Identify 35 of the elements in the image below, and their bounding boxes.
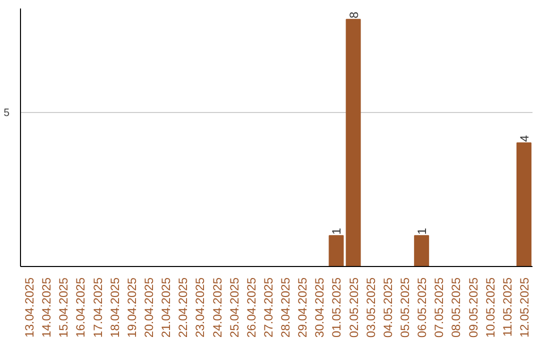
data-label: 8 [346, 11, 361, 18]
x-tick-label: 11.05.2025 [500, 277, 514, 337]
x-tick-label: 13.04.2025 [22, 277, 37, 338]
data-label: 4 [517, 134, 532, 142]
x-tick-label: 21.04.2025 [159, 277, 174, 338]
x-tick-label: 20.04.2025 [142, 277, 156, 338]
x-tick-label: 19.04.2025 [124, 277, 139, 338]
x-tick-label: 23.04.2025 [193, 277, 208, 338]
x-tick-label: 28.04.2025 [278, 277, 293, 338]
x-tick-label: 30.04.2025 [312, 277, 327, 338]
x-tick-label: 14.04.2025 [40, 277, 54, 338]
x-tick-label: 01.05.2025 [330, 277, 344, 338]
x-tick-label: 03.05.2025 [364, 277, 378, 338]
data-label: 1 [415, 228, 430, 235]
x-tick-label: 25.04.2025 [227, 277, 242, 338]
x-tick-label: 10.05.2025 [483, 277, 498, 338]
x-tick-label: 18.04.2025 [108, 277, 122, 338]
x-tick-label: 05.05.2025 [398, 277, 412, 338]
x-tick-label: 22.04.2025 [176, 277, 190, 338]
y-tick-label: 5 [4, 107, 10, 120]
data-label: 1 [330, 228, 344, 235]
x-tick-label: 29.04.2025 [296, 277, 310, 338]
x-tick-label: 26.04.2025 [244, 277, 258, 338]
x-tick-label: 09.05.2025 [466, 277, 480, 338]
x-tick-label: 16.04.2025 [74, 277, 88, 338]
x-tick-label: 04.05.2025 [380, 277, 395, 338]
x-tick-label: 06.05.2025 [415, 277, 430, 338]
x-tick-label: 07.05.2025 [432, 277, 446, 338]
x-tick-label: 08.05.2025 [449, 277, 464, 338]
x-tick-label: 27.04.2025 [261, 277, 276, 338]
x-tick-label: 12.05.2025 [517, 277, 532, 338]
x-tick-label: 17.04.2025 [90, 277, 105, 338]
x-tick-label: 24.04.2025 [210, 277, 224, 338]
x-tick-label: 02.05.2025 [346, 277, 361, 338]
x-tick-label: 15.04.2025 [56, 277, 71, 338]
